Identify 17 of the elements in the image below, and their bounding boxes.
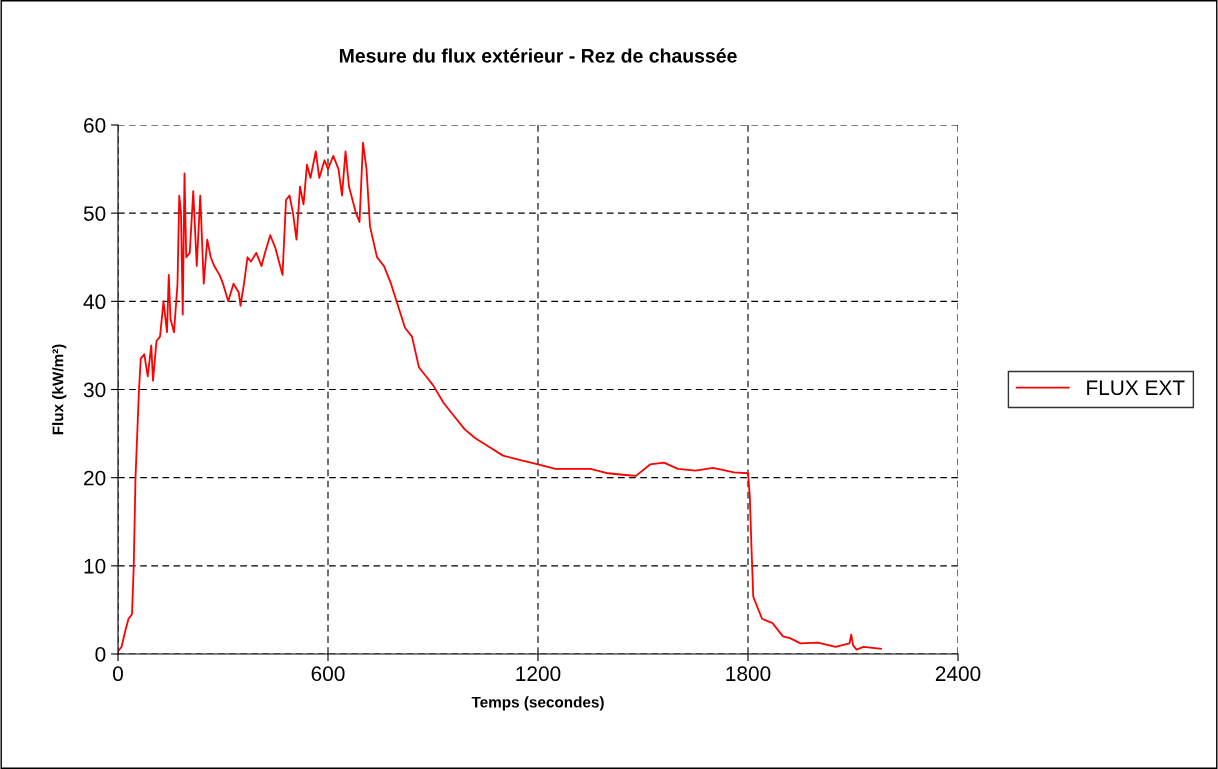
line-series: [118, 141, 882, 653]
y-tick-label: 0: [95, 647, 106, 662]
x-axis-title: Temps (secondes): [471, 696, 604, 711]
y-tick-label: 50: [83, 206, 106, 221]
y-tick-label: 10: [84, 558, 106, 574]
y-tick-label: 30: [83, 382, 106, 398]
y-axis-title: Flux (kW/m²): [52, 344, 67, 435]
y-tick-label: 40: [83, 294, 106, 310]
x-tick-label: 0: [113, 666, 123, 682]
x-tick-label: 2400: [935, 666, 981, 682]
x-tick-label: 1200: [516, 666, 561, 682]
x-tick-label: 1800: [726, 666, 771, 682]
chart-title: Mesure du flux extérieur - Rez de chaussée: [339, 48, 737, 63]
y-tick-label: 60: [84, 118, 106, 133]
y-tick-label: 20: [84, 470, 106, 486]
x-tick-label: 600: [311, 666, 345, 682]
legend-label: FLUX EXT: [1087, 380, 1185, 396]
